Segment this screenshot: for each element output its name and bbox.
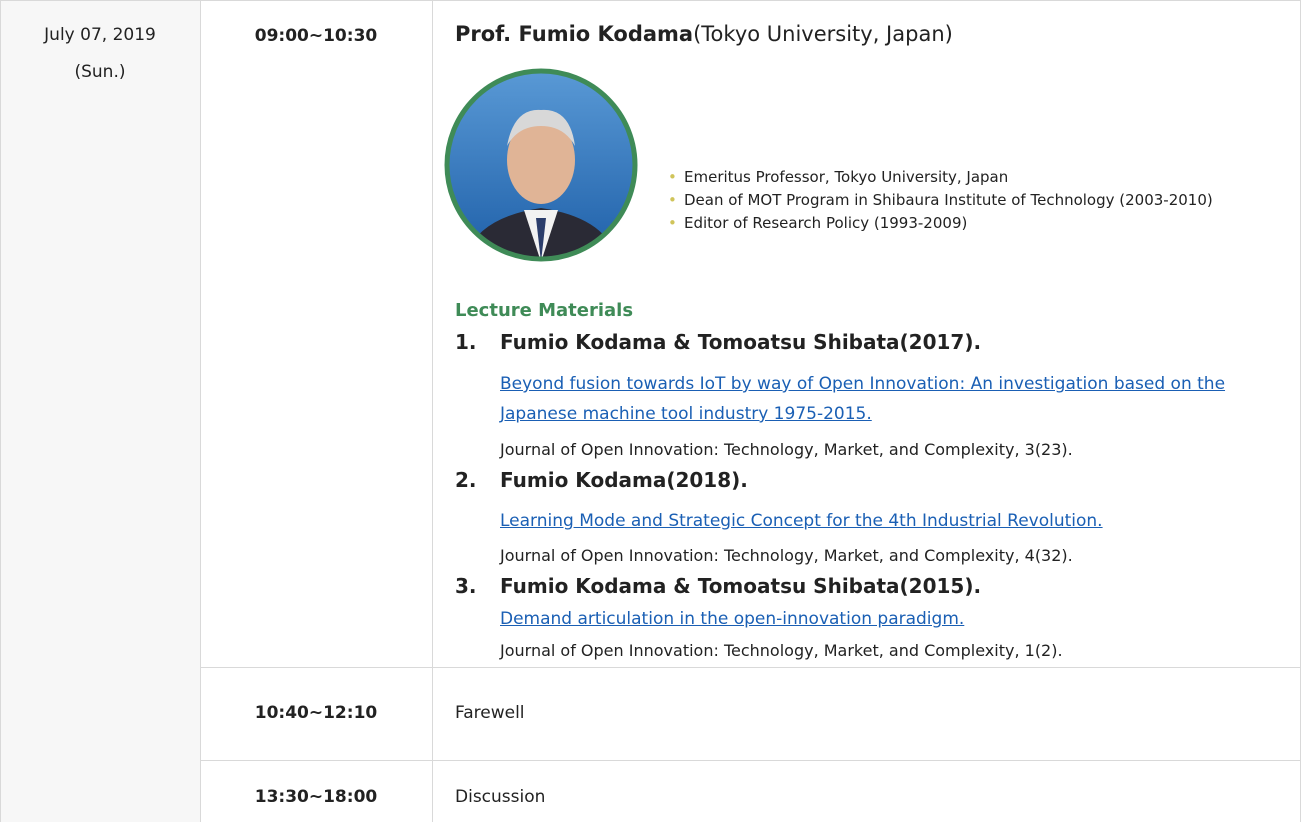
day: (Sun.) (74, 62, 126, 82)
speaker-affiliation: (Tokyo University, Japan) (693, 22, 953, 46)
item-link[interactable]: Learning Mode and Strategic Concept for … (500, 511, 1103, 531)
bullet: • (668, 214, 677, 232)
materials-heading: Lecture Materials (455, 300, 634, 321)
event: Discussion (455, 787, 546, 807)
border (200, 0, 201, 822)
border (0, 0, 1301, 1)
time: 09:00~10:30 (254, 26, 378, 46)
border (0, 0, 1, 822)
time: 13:30~18:00 (254, 787, 378, 807)
date: July 07, 2019 (44, 25, 156, 45)
item-source: Journal of Open Innovation: Technology, … (500, 440, 1073, 459)
bullet: • (668, 168, 677, 186)
bio-item: • Editor of Research Policy (1993-2009) (668, 212, 1268, 235)
item-authors: Fumio Kodama & Tomoatsu Shibata(2015). (500, 574, 982, 598)
bio-item: • Emeritus Professor, Tokyo University, J… (668, 166, 1268, 189)
bullet: • (668, 191, 677, 209)
bio-item: • Dean of MOT Program in Shibaura Institu… (668, 189, 1268, 212)
item-authors: Fumio Kodama & Tomoatsu Shibata(2017). (500, 330, 982, 354)
item-link[interactable]: Demand articulation in the open-innovati… (500, 609, 965, 629)
border (200, 760, 1301, 761)
item-link[interactable]: Beyond fusion towards IoT by way of Open… (500, 374, 1226, 424)
bio-text: Emeritus Professor, Tokyo University, Ja… (684, 168, 1009, 186)
item-number: 3. (455, 574, 477, 598)
speaker-name: Prof. Fumio Kodama (455, 22, 694, 46)
item-number: 1. (455, 330, 477, 354)
event: Farewell (455, 703, 525, 723)
border (432, 0, 433, 822)
bio-text: Dean of MOT Program in Shibaura Institut… (684, 191, 1213, 209)
item-authors: Fumio Kodama(2018). (500, 468, 748, 492)
bio-text: Editor of Research Policy (1993-2009) (684, 214, 968, 232)
bio-list: • Emeritus Professor, Tokyo University, J… (668, 166, 1268, 235)
speaker: Prof. Fumio Kodama(Tokyo University, Jap… (455, 22, 953, 46)
border (1300, 0, 1301, 822)
item-source: Journal of Open Innovation: Technology, … (500, 546, 1073, 565)
border (200, 667, 1301, 668)
time: 10:40~12:10 (254, 703, 378, 723)
item-number: 2. (455, 468, 477, 492)
date-cell (0, 0, 200, 822)
speaker-photo (444, 68, 638, 262)
item-source: Journal of Open Innovation: Technology, … (500, 641, 1063, 660)
